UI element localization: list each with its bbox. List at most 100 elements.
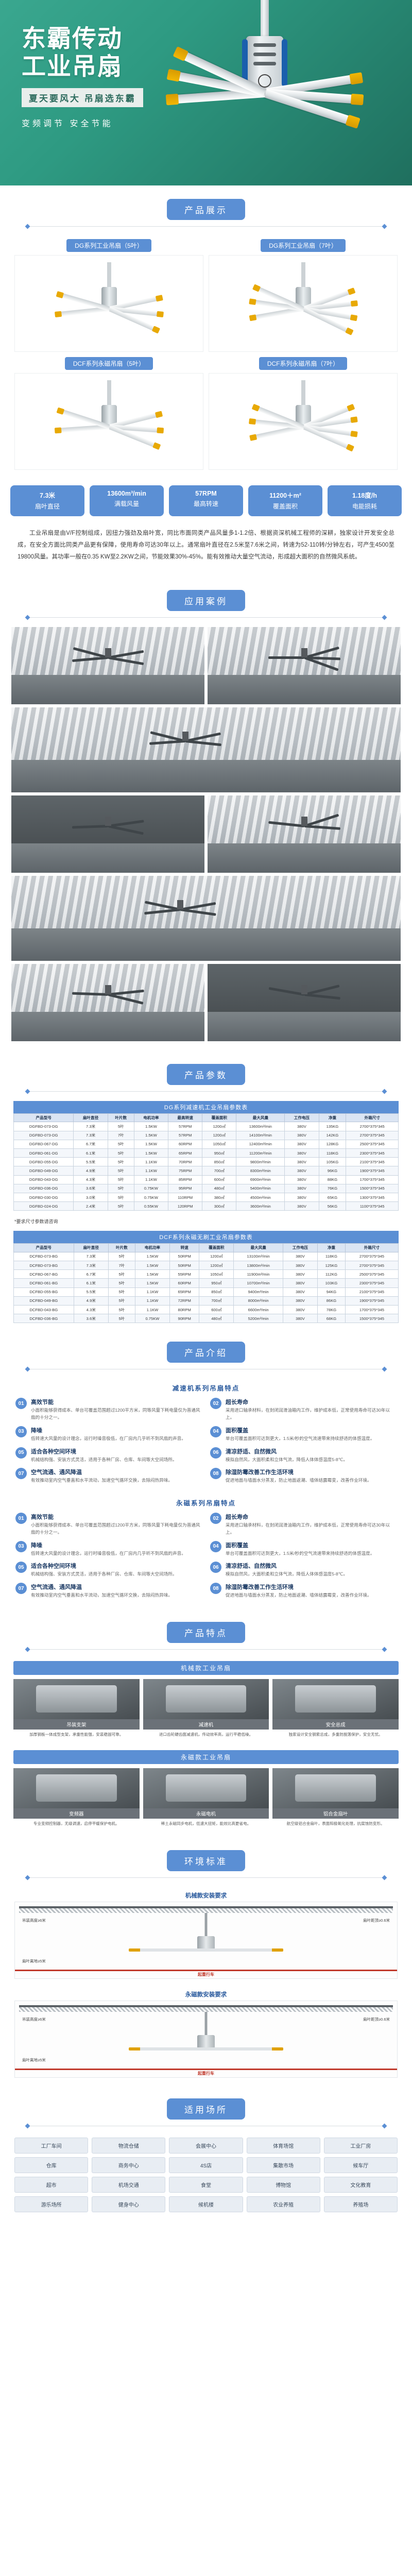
table-cell: 88KG xyxy=(318,1175,347,1184)
advantage-caption: 减速机 xyxy=(143,1719,269,1730)
table-header-cell: 扇叶直径 xyxy=(73,1113,108,1123)
application-tag[interactable]: 仓库 xyxy=(14,2157,89,2174)
application-tag[interactable]: 候机楼 xyxy=(169,2196,243,2213)
advantage-caption: 铝合金扇叶 xyxy=(272,1808,399,1819)
table-cell: 65KG xyxy=(318,1192,347,1202)
product-cell[interactable]: DG系列工业吊扇（7叶） xyxy=(209,239,398,352)
table-cell: 2500*375*345 xyxy=(345,1269,399,1279)
application-tag[interactable]: 4S店 xyxy=(169,2157,243,2174)
application-tag[interactable]: 候车厅 xyxy=(323,2157,398,2174)
stat-card: 11200＋m² 覆盖面积 xyxy=(248,485,322,516)
feature-title: 面积覆盖 xyxy=(226,1542,248,1549)
table-cell: 6600m³/min xyxy=(233,1304,283,1315)
intro-feature-grid-2: 01 高效节能 小面积能够获得成本、单台可覆盖范围超过1200平方米，同等风量下耗电… xyxy=(0,1513,412,1608)
application-tag[interactable]: 物流仓储 xyxy=(92,2138,166,2154)
feature-title: 空气流通、通风降温 xyxy=(31,1469,82,1476)
table-header-cell: 净重 xyxy=(317,1243,346,1252)
table-cell: DCFBD-061-BG xyxy=(13,1278,74,1288)
advantage-text: 加厚钢板一体成型支架，承重性能强，安装稳固可靠。 xyxy=(29,1732,124,1737)
feature-item: 04 面积覆盖 单台可覆盖面积可达到更大，1.5米/秒的空气流速带来持续舒适的体感温… xyxy=(210,1426,397,1443)
application-tag[interactable]: 超市 xyxy=(14,2177,89,2193)
param-table-note: *要求尺寸参数请咨询 xyxy=(14,1219,58,1225)
table-cell: 380V xyxy=(284,1175,319,1184)
feature-item: 03 降噪 低转速大风量的设计理念，运行时噪音极低，在厂房内几乎听不到风扇的声音。 xyxy=(15,1540,202,1557)
application-tag[interactable]: 集散市场 xyxy=(246,2157,320,2174)
table-cell: 1.1KW xyxy=(133,1175,169,1184)
product-page: 东霸传动 工业吊扇 夏天要风大 吊扇选东霸 变频调节 安全节能 产品展示 xyxy=(0,0,412,2231)
table-cell: 118KG xyxy=(318,1148,347,1158)
case-photo xyxy=(11,627,204,704)
application-tag[interactable]: 健身中心 xyxy=(92,2196,166,2213)
application-tag[interactable]: 文化教育 xyxy=(323,2177,398,2193)
feature-number: 03 xyxy=(15,1426,27,1437)
table-row: DGFBD-073-DG 7.3米 5叶 1.5KW 57RPM 1200㎡ 13600m³… xyxy=(13,1122,399,1131)
feature-item: 04 面积覆盖 单台可覆盖面积可达到更大，1.5米/秒的空气流速带来持续舒适的体感温… xyxy=(210,1540,397,1557)
motor-vent-icon xyxy=(253,43,276,47)
param-table-2-title: DCF系列永磁无刷工业吊扇参数表 xyxy=(13,1231,399,1244)
table-cell: 6.7米 xyxy=(73,1139,108,1149)
hero-title-line2: 工业吊扇 xyxy=(22,52,123,80)
table-cell: 0.75KW xyxy=(133,1183,169,1193)
case-photo xyxy=(11,707,401,792)
stat-card: 7.3米 扇叶直径 xyxy=(10,485,84,516)
feature-number: 05 xyxy=(15,1447,27,1459)
advantage-card: 铝合金扇叶 航空级铝合金扇叶，表面阳极氧化处理，抗腐蚀防变形。 xyxy=(272,1768,399,1829)
table-cell: 7.3米 xyxy=(73,1261,109,1270)
table-header-row: 产品型号 扇叶直径 叶片数 电机功率 最高转速 覆盖面积 最大风量 工作电压 净重 外箱尺寸 xyxy=(13,1113,399,1123)
application-tag[interactable]: 体育场馆 xyxy=(246,2138,320,2154)
feature-number: 08 xyxy=(210,1583,221,1595)
table-cell: 90RPM xyxy=(169,1314,200,1324)
feature-item: 01 高效节能 小面积能够获得成本、单台可覆盖范围超过1200平方米，同等风量下耗电… xyxy=(15,1513,202,1536)
application-tag[interactable]: 机场交通 xyxy=(92,2177,166,2193)
product-image xyxy=(209,255,398,352)
advantage-grid-1: 吊装支架 加厚钢板一体成型支架，承重性能强，安装稳固可靠。 减速机 进口齿轮硬齿面减速… xyxy=(0,1679,412,1748)
table-cell: 57RPM xyxy=(168,1130,203,1140)
feature-number: 04 xyxy=(210,1540,221,1552)
table-header-cell: 最高转速 xyxy=(168,1113,203,1123)
table-cell: 13600m³/min xyxy=(236,1122,285,1131)
product-grid: DG系列工业吊扇（5叶） DG系列工业吊扇（7叶） xyxy=(0,236,412,477)
product-cell[interactable]: DCF系列永磁吊扇（5叶） xyxy=(14,357,203,470)
product-cell[interactable]: DCF系列永磁吊扇（7叶） xyxy=(209,357,398,470)
table-cell: 5叶 xyxy=(107,1148,134,1158)
table-cell: 95RPM xyxy=(168,1183,203,1193)
feature-number: 03 xyxy=(15,1540,27,1552)
application-tag[interactable]: 会展中心 xyxy=(169,2138,243,2154)
application-tag[interactable]: 商务中心 xyxy=(92,2157,166,2174)
table-cell: DGFBD-073-DG xyxy=(13,1130,74,1140)
table-cell: 2700*375*345 xyxy=(346,1130,399,1140)
table-cell: 700㎡ xyxy=(202,1166,237,1176)
table-cell: 1700*375*345 xyxy=(345,1304,399,1315)
table-cell: 1.5KW xyxy=(133,1130,169,1140)
table-header-cell: 产品型号 xyxy=(13,1243,74,1252)
feature-item: 08 除湿防霉改善工作生活环境 促进地面与墙面水分蒸发，防止地面返潮、墙体结露霉变，… xyxy=(210,1468,397,1484)
application-tag[interactable]: 工厂车间 xyxy=(14,2138,89,2154)
section-title-features: 产品特点 xyxy=(167,1621,245,1643)
table-cell: 7叶 xyxy=(107,1130,134,1140)
advantage-text: 进口齿轮硬齿面减速机，传动效率高，运行平稳低噪。 xyxy=(159,1732,253,1737)
table-cell: 380㎡ xyxy=(202,1192,237,1202)
application-tag[interactable]: 食堂 xyxy=(169,2177,243,2193)
feature-item: 02 超长寿命 采用进口轴承材料，在封闭润滑油箱内工作，维护成本低，正常使用寿命可达… xyxy=(210,1513,397,1536)
application-tag[interactable]: 工业厂房 xyxy=(323,2138,398,2154)
application-tag[interactable]: 养殖场 xyxy=(323,2196,398,2213)
product-cell[interactable]: DG系列工业吊扇（5叶） xyxy=(14,239,203,352)
install-label: 扇叶距顶≥0.6米 xyxy=(363,2017,390,2022)
table-cell: 9400m³/min xyxy=(233,1287,283,1297)
feature-title: 适合各种空间环境 xyxy=(31,1448,76,1455)
application-tag[interactable]: 农业养殖 xyxy=(246,2196,320,2213)
application-tag[interactable]: 游乐场所 xyxy=(14,2196,89,2213)
feature-desc: 小面积能够获得成本、单台可覆盖范围超过1200平方米，同等风量下耗电量仅为普通风… xyxy=(31,1522,200,1535)
feature-number: 01 xyxy=(15,1513,27,1524)
table-cell: 1.1KW xyxy=(133,1166,169,1176)
table-cell: 5叶 xyxy=(107,1201,134,1211)
param-table-1-title: DG系列减速机工业吊扇参数表 xyxy=(13,1101,399,1113)
table-row: DCFBD-036-BG 3.6米 5叶 0.75KW 90RPM 480㎡ 5200m³/… xyxy=(13,1314,399,1324)
install-red-note: 起重行车 xyxy=(198,2071,214,2076)
feature-desc: 有效推动室内空气垂直和水平流动，加速空气循环交换，去除闷热异味。 xyxy=(31,1478,173,1483)
application-tag[interactable]: 博物馆 xyxy=(246,2177,320,2193)
feature-desc: 采用进口轴承材料，在封闭润滑油箱内工作，维护成本低，正常使用寿命可达30年以上。 xyxy=(226,1522,390,1535)
table-header-cell: 工作电压 xyxy=(282,1243,318,1252)
table-row: DGFBD-049-DG 4.9米 5叶 1.1KW 75RPM 700㎡ 8300m³/m… xyxy=(13,1166,399,1176)
table-row: DGFBD-061-DG 6.1米 5叶 1.5KW 65RPM 950㎡ 11200m³/… xyxy=(13,1148,399,1158)
